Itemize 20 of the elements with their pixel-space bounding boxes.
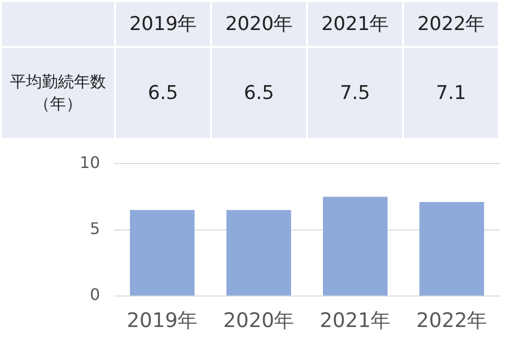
- text: 平均勤続年数（年）: [9, 71, 107, 115]
- x-tick-label: 2021年: [320, 308, 391, 332]
- category-label: 2019年: [129, 13, 197, 35]
- y-tick-label: 5: [90, 218, 100, 238]
- bar: [130, 210, 195, 296]
- data-label: 7.1: [403, 47, 499, 139]
- bar: [322, 196, 388, 296]
- data-label: 6.5: [211, 47, 307, 139]
- x-tick-label: 2022年: [416, 308, 488, 332]
- category-label: 2021年: [321, 13, 389, 35]
- y-tick-label: 10: [80, 152, 100, 172]
- category-label: 2020年: [225, 13, 293, 35]
- x-tick-label: 2019年: [126, 308, 198, 332]
- x-tick-label: 2020年: [223, 308, 294, 332]
- bar: [419, 202, 484, 296]
- category-label: 2022年: [417, 13, 485, 35]
- y-tick-label: 0: [90, 285, 100, 304]
- data-label: 6.5: [115, 47, 211, 139]
- data-label: 7.5: [307, 47, 403, 139]
- bar: [226, 210, 292, 296]
